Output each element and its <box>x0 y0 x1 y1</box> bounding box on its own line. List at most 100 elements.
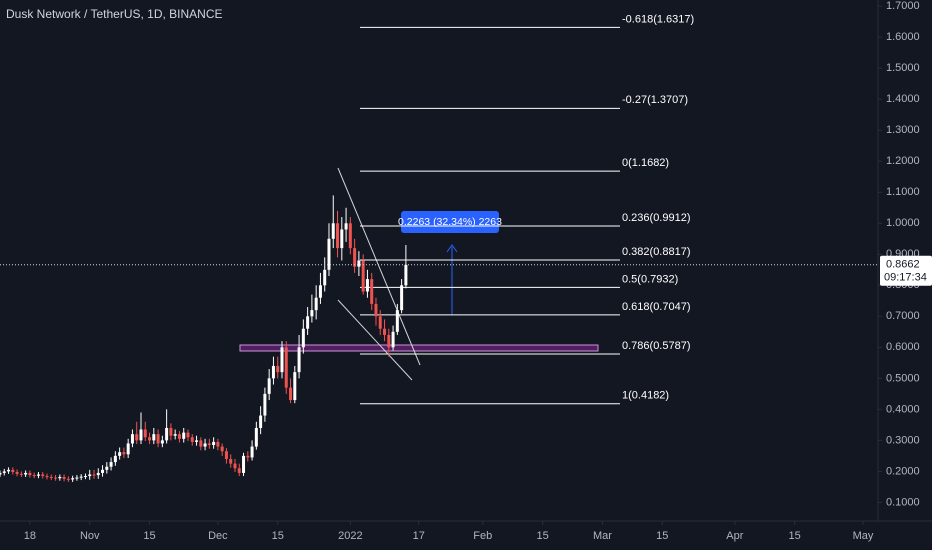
y-tick-label: 1.0000 <box>886 217 920 229</box>
fib-label: 0(1.1682) <box>622 157 669 169</box>
candle-body <box>348 223 352 249</box>
candle-body <box>177 434 181 439</box>
candle-body <box>71 478 75 480</box>
candle-body <box>395 310 399 332</box>
candle-body <box>49 476 53 478</box>
candle-body <box>152 434 156 441</box>
candle-body <box>0 472 2 475</box>
candle-body <box>126 443 130 455</box>
x-tick-label: 15 <box>272 530 284 542</box>
candle-body <box>391 331 395 348</box>
candle-body <box>66 478 70 480</box>
candle-body <box>190 437 194 442</box>
candle-body <box>361 260 365 292</box>
candle-body <box>195 440 199 442</box>
candle-body <box>233 463 237 469</box>
candle-body <box>148 437 152 441</box>
candle-body <box>323 269 327 286</box>
candle-body <box>45 476 49 478</box>
wedge-lower <box>337 299 413 381</box>
candle-body <box>109 462 113 467</box>
candle-body <box>387 334 391 348</box>
candle-body <box>336 223 340 249</box>
candle-body <box>327 238 331 270</box>
candle-body <box>113 455 117 463</box>
candle-body <box>135 434 139 441</box>
x-tick-label: Dec <box>208 530 228 542</box>
candle-body <box>318 285 322 298</box>
candle-body <box>271 365 275 379</box>
candle-body <box>289 387 293 401</box>
candle-body <box>88 474 92 477</box>
y-tick-label: 1.7000 <box>886 0 920 12</box>
candle-body <box>207 443 211 446</box>
candle-body <box>182 432 186 439</box>
candle-body <box>62 476 66 479</box>
candle-body <box>139 429 143 441</box>
candle-body <box>19 473 23 475</box>
y-tick-label: 0.1000 <box>886 496 920 508</box>
candle-body <box>237 468 241 473</box>
x-tick-label: 18 <box>24 530 36 542</box>
last-price-label: 0.8662 <box>886 259 920 271</box>
x-tick-label: 15 <box>536 530 548 542</box>
candle-body <box>54 477 58 479</box>
y-tick-label: 0.7000 <box>886 310 920 322</box>
candle-body <box>383 328 387 335</box>
candle-body <box>276 365 280 373</box>
measure-label: 0.2263 (32.34%) 2263 <box>398 216 502 228</box>
candle-body <box>353 248 357 267</box>
wedge-upper <box>337 167 421 366</box>
y-tick-label: 0.3000 <box>886 434 920 446</box>
candle-body <box>370 279 374 304</box>
candle-body <box>173 434 177 436</box>
y-tick-label: 1.6000 <box>886 31 920 43</box>
candle-body <box>229 458 233 464</box>
candle-body <box>301 328 305 348</box>
x-tick-label: Feb <box>473 530 492 542</box>
candle-body <box>92 474 96 476</box>
y-tick-label: 1.2000 <box>886 155 920 167</box>
axis: 1.7000 1.6000 1.5000 1.4000 1.3000 1.2000 1.10… <box>24 0 920 542</box>
y-tick-label: 0.5000 <box>886 372 920 384</box>
candle-body <box>199 440 203 447</box>
candle-body <box>374 303 378 317</box>
candle-body <box>28 472 32 476</box>
candle-body <box>212 441 216 446</box>
candle-body <box>344 223 348 230</box>
y-tick-label: 1.3000 <box>886 124 920 136</box>
candle-body <box>41 474 45 477</box>
candle-body <box>246 455 250 458</box>
candle-body <box>83 476 87 478</box>
x-tick-label: 15 <box>143 530 155 542</box>
candle-body <box>32 475 36 477</box>
y-tick-label: 1.1000 <box>886 186 920 198</box>
candle-body <box>160 440 164 444</box>
candle-body <box>203 443 207 447</box>
candle-body <box>130 434 134 444</box>
candle-body <box>118 452 122 456</box>
y-tick-label: 0.9000 <box>886 248 920 260</box>
candle-body <box>284 347 288 388</box>
candle-body <box>306 316 310 329</box>
fib-label: 1(0.4182) <box>622 390 669 402</box>
support-zone <box>239 344 599 352</box>
chart-title: Dusk Network / TetherUS, 1D, BINANCE <box>6 7 223 21</box>
x-tick-label: 15 <box>656 530 668 542</box>
candle-body <box>365 279 369 292</box>
candle-body <box>220 446 224 452</box>
candle-body <box>105 466 109 470</box>
candle-body <box>143 429 147 438</box>
measure-box <box>401 211 499 233</box>
candle-body <box>314 297 318 311</box>
candle-body <box>186 432 190 438</box>
candle-body <box>267 378 271 394</box>
candle-body <box>404 264 408 286</box>
candle-body <box>250 446 254 458</box>
countdown-label: 09:17:34 <box>884 272 927 284</box>
candle-body <box>297 347 301 373</box>
candle-body <box>58 476 62 479</box>
candle-body <box>169 427 173 436</box>
candle-body <box>24 472 28 475</box>
candle-body <box>36 474 40 476</box>
